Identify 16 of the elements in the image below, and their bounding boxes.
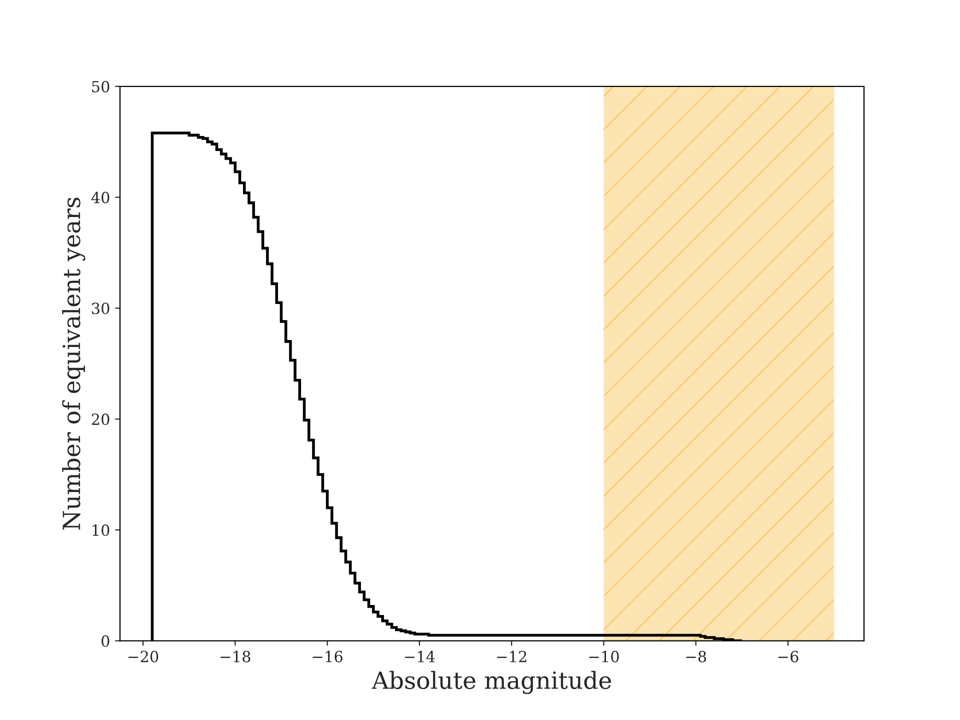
- x-tick-label: −18: [220, 650, 250, 662]
- y-tick-label: 20: [92, 414, 110, 426]
- x-tick-label: −10: [589, 650, 619, 662]
- y-tick-label: 30: [92, 302, 110, 314]
- y-tick-label: 0: [102, 635, 110, 647]
- x-axis-title: Absolute magnitude: [372, 670, 611, 694]
- x-tick-label: −8: [686, 650, 706, 662]
- x-tick-label: −14: [404, 650, 435, 662]
- x-tick-label: −6: [778, 650, 798, 662]
- x-tick-label: −20: [128, 650, 158, 662]
- x-tick-label: −12: [497, 650, 526, 662]
- y-tick-label: 10: [92, 524, 110, 536]
- y-tick-label: 40: [91, 192, 110, 204]
- x-tick-label: −16: [312, 650, 342, 662]
- y-tick-label: 50: [92, 80, 110, 92]
- y-axis-title: Number of equivalent years: [62, 198, 86, 530]
